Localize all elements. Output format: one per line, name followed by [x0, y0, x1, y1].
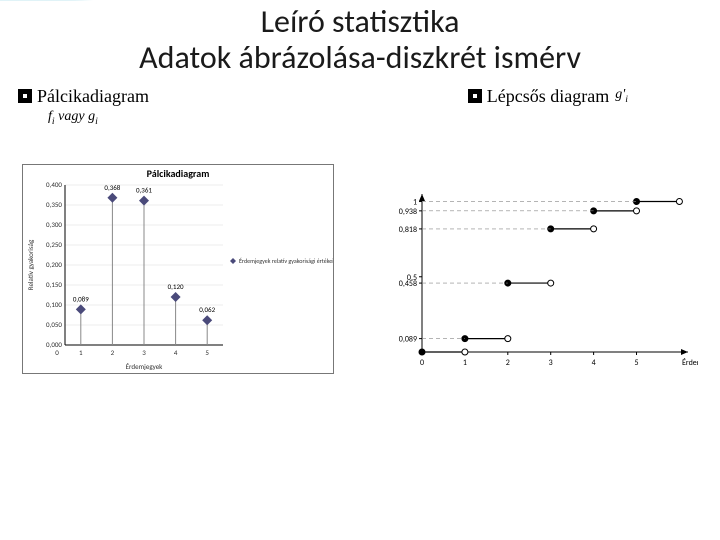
svg-text:Relatív gyakoriság: Relatív gyakoriság — [26, 240, 35, 291]
svg-text:0,350: 0,350 — [46, 200, 62, 209]
subheadings-row: Pálcikadiagram fi vagy gi Lépcsős diagra… — [12, 86, 708, 127]
svg-text:0,120: 0,120 — [168, 282, 184, 291]
svg-text:3: 3 — [142, 348, 146, 357]
svg-text:0: 0 — [55, 348, 59, 357]
title-line1: Leíró statisztika — [261, 2, 460, 41]
right-heading-text: Lépcsős diagram — [487, 86, 609, 107]
svg-text:0,062: 0,062 — [199, 306, 215, 315]
svg-text:0,100: 0,100 — [46, 300, 62, 309]
svg-text:0,361: 0,361 — [136, 186, 152, 195]
svg-text:1: 1 — [413, 198, 417, 208]
title-line2: Adatok ábrázolása-diszkrét ismérv — [139, 38, 581, 77]
svg-text:0,089: 0,089 — [399, 335, 417, 345]
svg-text:0,400: 0,400 — [46, 180, 62, 189]
svg-text:0,200: 0,200 — [46, 260, 62, 269]
right-heading: Lépcsős diagram g'i — [468, 86, 628, 107]
svg-text:Érdemjegyek relatív gyakoriság: Érdemjegyek relatív gyakorisági értékei — [239, 257, 333, 265]
svg-text:2: 2 — [111, 348, 115, 357]
step-chart: 0,0890,4580,50,8180,9381012345Érdemjegye… — [378, 184, 698, 374]
svg-text:0,5: 0,5 — [407, 273, 417, 283]
svg-text:4: 4 — [174, 348, 178, 357]
svg-text:5: 5 — [634, 358, 638, 368]
right-col-head: Lépcsős diagram g'i — [468, 86, 628, 127]
svg-text:4: 4 — [592, 358, 596, 368]
svg-text:0,368: 0,368 — [104, 183, 120, 192]
slide: Leíró statisztika Adatok ábrázolása-disz… — [0, 0, 720, 540]
step-chart-box: 0,0890,4580,50,8180,9381012345Érdemjegye… — [378, 184, 698, 374]
svg-text:0,089: 0,089 — [73, 295, 89, 304]
left-heading-text: Pálcikadiagram — [37, 86, 149, 107]
svg-text:1: 1 — [463, 358, 467, 368]
svg-text:0,938: 0,938 — [399, 207, 417, 217]
svg-text:Érdemjegyek: Érdemjegyek — [682, 358, 698, 368]
svg-text:0,150: 0,150 — [46, 280, 62, 289]
svg-text:0: 0 — [420, 358, 424, 368]
bullet-icon — [18, 89, 32, 103]
charts-row: Pálcikadiagram0,0000,0500,1000,1500,2000… — [12, 164, 708, 374]
svg-text:3: 3 — [549, 358, 553, 368]
svg-text:Érdemjegyek: Érdemjegyek — [126, 362, 164, 371]
svg-text:0,050: 0,050 — [46, 320, 62, 329]
svg-text:2: 2 — [506, 358, 510, 368]
svg-text:0,250: 0,250 — [46, 240, 62, 249]
svg-text:Pálcikadiagram: Pálcikadiagram — [147, 167, 210, 180]
slide-title: Leíró statisztika Adatok ábrázolása-disz… — [12, 4, 708, 76]
svg-text:1: 1 — [79, 348, 83, 357]
left-col-head: Pálcikadiagram fi vagy gi — [18, 86, 149, 127]
stick-chart: Pálcikadiagram0,0000,0500,1000,1500,2000… — [23, 165, 333, 373]
right-math-inline: g'i — [615, 87, 628, 105]
left-math: fi vagy gi — [48, 109, 149, 127]
stick-chart-box: Pálcikadiagram0,0000,0500,1000,1500,2000… — [22, 164, 334, 374]
bullet-icon — [468, 89, 482, 103]
left-heading: Pálcikadiagram — [18, 86, 149, 107]
svg-text:0,818: 0,818 — [399, 225, 417, 235]
svg-text:5: 5 — [205, 348, 209, 357]
svg-text:0,300: 0,300 — [46, 220, 62, 229]
